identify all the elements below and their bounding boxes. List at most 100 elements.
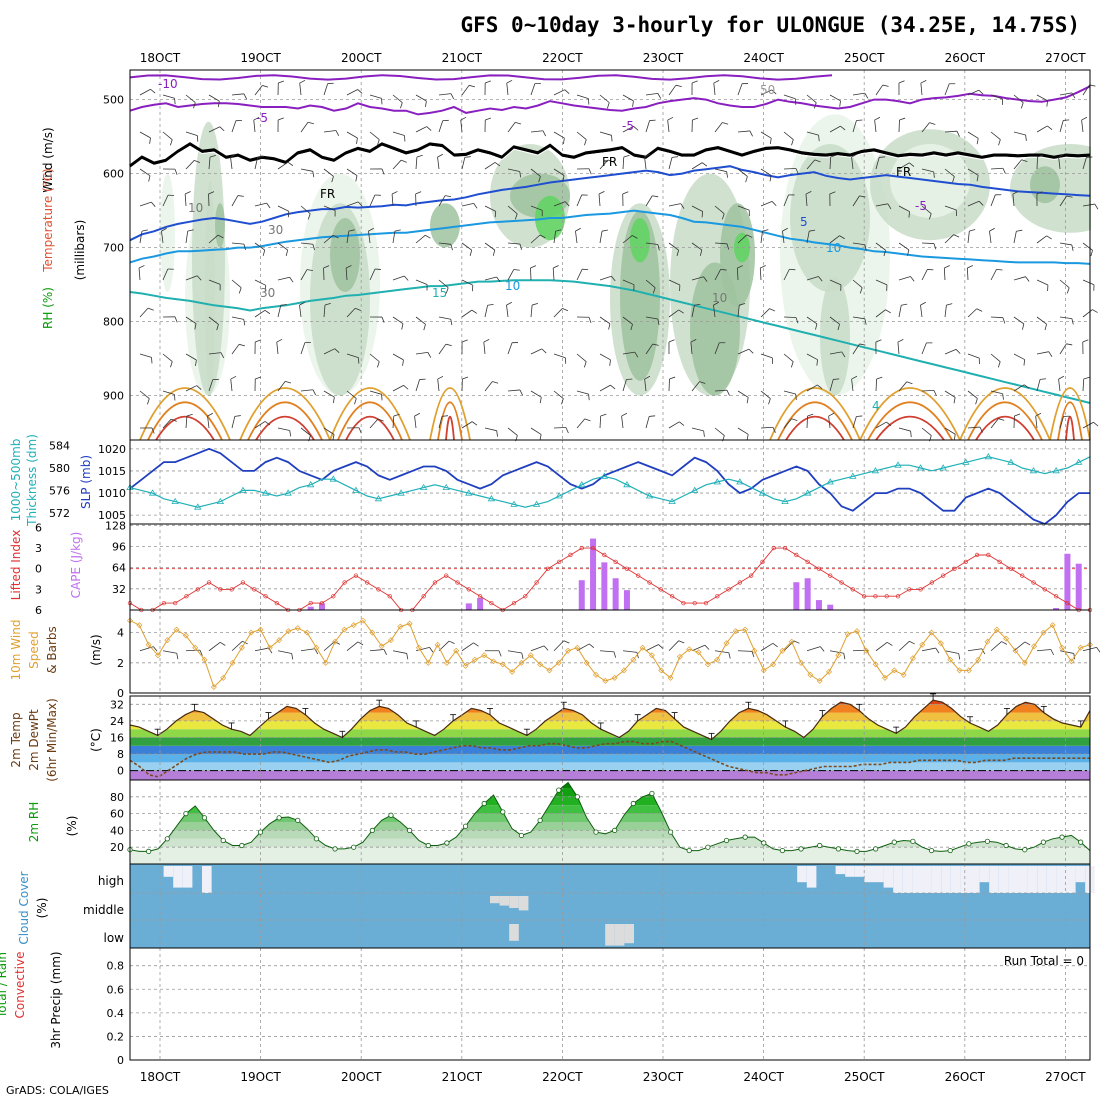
rh-marker [407, 827, 413, 834]
lifted-index-marker [816, 566, 822, 571]
wind10-marker [210, 683, 217, 690]
wind-barb [174, 98, 176, 105]
wind-barb [875, 339, 882, 343]
wind-barb [746, 234, 753, 238]
wind10-barb [291, 653, 294, 660]
lifted-index-marker [387, 594, 392, 599]
wind-barb [737, 265, 744, 269]
wind-barb [276, 342, 279, 355]
wind-barb [1092, 309, 1098, 313]
wind-barb [921, 122, 930, 133]
wind-barb [575, 227, 581, 232]
wind-barb [598, 191, 605, 195]
wind-barb [484, 427, 497, 432]
wind-barb [1066, 343, 1073, 346]
wind10-marker [620, 667, 627, 674]
wind-barb [185, 353, 197, 361]
wind-barb [254, 309, 266, 318]
wind-barb [1022, 323, 1025, 330]
wind-barb [883, 250, 886, 257]
lifted-index-marker [941, 573, 946, 578]
contour-label: FR [320, 187, 335, 201]
label-wind10: 10m Wind [9, 620, 23, 681]
wind-barb [299, 305, 302, 318]
wind-barb [1082, 421, 1094, 429]
wind10-marker [583, 659, 590, 666]
cloud-bar [518, 896, 529, 911]
rh-marker [146, 848, 152, 855]
wind10-barb [530, 645, 545, 652]
wind-barb [622, 125, 634, 133]
wind-barb [898, 80, 905, 84]
rh-marker [649, 790, 655, 797]
contour-label: -5 [915, 199, 927, 213]
lifted-index-marker [963, 559, 968, 564]
wind-barb [170, 418, 177, 422]
wind-barb [323, 168, 334, 177]
wind-barb [194, 323, 197, 330]
wind-barb [392, 94, 403, 103]
contour-label: 15 [432, 286, 447, 300]
wind10-marker [332, 638, 339, 645]
wind10-marker [928, 629, 935, 636]
cloud-bar [605, 924, 615, 946]
rh-marker [1022, 847, 1028, 853]
wind-barb [874, 116, 881, 121]
wind-barb [151, 427, 155, 434]
thickness-marker [690, 486, 699, 493]
wind10-marker [1021, 659, 1028, 666]
lifted-index-marker [421, 594, 426, 599]
pressure-tick-label: 900 [103, 390, 124, 403]
thickness-marker [329, 475, 338, 482]
wind-barb [630, 324, 633, 331]
slp-line [129, 447, 1090, 526]
wind-barb [856, 415, 863, 417]
wind-barb [1071, 244, 1074, 251]
wind-barb [289, 277, 294, 283]
wind-barb [839, 235, 845, 240]
wind-barb [852, 416, 857, 429]
wind-barb [737, 390, 749, 398]
wind-barb [680, 203, 685, 209]
wind-barb [990, 353, 1001, 362]
wind10-marker [285, 628, 292, 635]
wind10m-panel: 0 2 4 [117, 609, 1100, 700]
rh-marker [220, 837, 226, 844]
wind10-marker [704, 661, 711, 668]
wind-barb [437, 157, 440, 170]
lifted-index-marker [873, 594, 878, 599]
cloud-bar [998, 866, 1009, 893]
wind-barb [645, 316, 658, 320]
wind-barb [437, 153, 444, 158]
cloud-bar [989, 866, 999, 893]
wind10-marker [975, 656, 982, 663]
wind10-barb [622, 650, 637, 653]
wind10-barb [429, 647, 434, 653]
wind-barb [426, 126, 432, 131]
lifted-index-marker [737, 580, 743, 585]
cloud-bar [1037, 866, 1047, 893]
wind-barb [462, 376, 469, 380]
wind-barb [468, 84, 475, 88]
wind-barb [713, 305, 716, 318]
li-tick-label: 3 [35, 583, 42, 596]
wind-barb [795, 168, 799, 175]
wind-barb [852, 242, 865, 246]
wind10-marker [527, 652, 534, 659]
wind-barb [483, 338, 490, 343]
wind-barb [806, 384, 818, 392]
cape-lifted-index-panel: 32 64 96 128 6 3 0 3 6 [35, 519, 1093, 617]
wind-barb [541, 348, 547, 354]
wind-barb [416, 154, 423, 158]
wind-barb [852, 195, 860, 207]
wind-barb [978, 89, 984, 95]
label-temp2m: 2m Temp [9, 712, 23, 767]
rh-marker [630, 800, 636, 807]
wind-barb [1036, 351, 1049, 355]
top-date-axis: 18OCT 19OCT 20OCT 21OCT 22OCT 23OCT 24OCT 25OCT… [140, 51, 1086, 65]
wind-barb [714, 122, 723, 133]
rh-marker [1078, 839, 1084, 845]
wind-barb [539, 234, 546, 239]
wind-barb [323, 348, 335, 355]
wind-barb [185, 131, 198, 137]
